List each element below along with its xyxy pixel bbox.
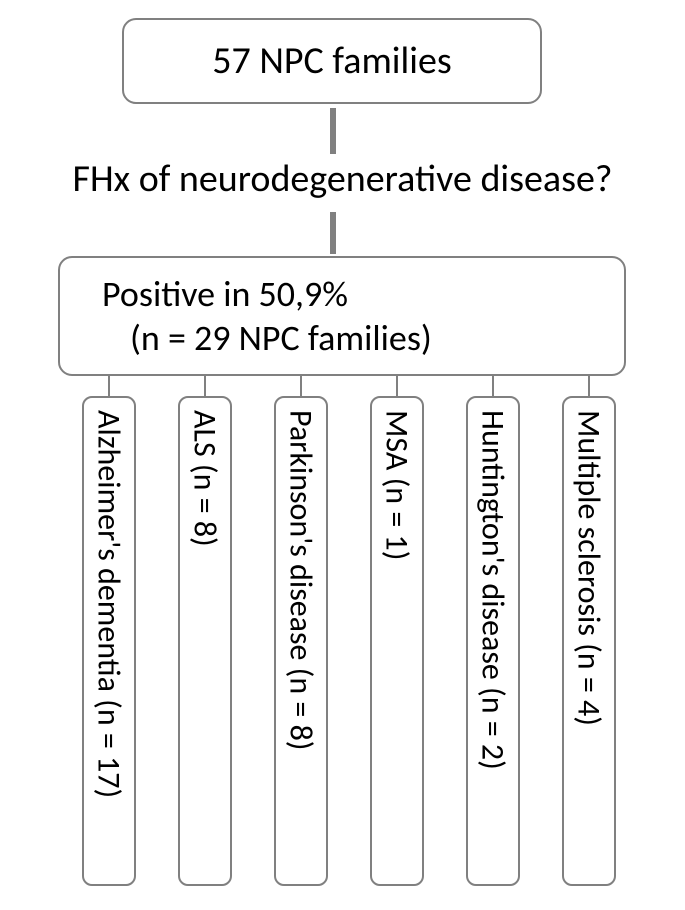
connector-top [330,108,336,154]
branch-stub [396,376,398,396]
branch-stub [492,376,494,396]
leaf-node-label: Multiple sclerosis (n = 4) [570,410,609,726]
decision-question: FHx of neurodegenerative disease? [0,156,685,202]
leaf-node-label: Parkinson's disease (n = 8) [282,410,321,750]
leaf-node: Alzheimer's dementia (n = 17) [82,396,136,886]
leaf-node-label: ALS (n = 8) [186,410,225,547]
result-line2: (n = 29 NPC families) [102,316,432,360]
branch-connectors [58,376,626,394]
branch-stub [108,376,110,396]
top-node-label: 57 NPC families [212,38,451,84]
result-node: Positive in 50,9% (n = 29 NPC families) [58,256,626,376]
leaf-node-label: Huntington's disease (n = 2) [474,410,513,770]
leaf-node: MSA (n = 1) [370,396,424,886]
decision-question-text: FHx of neurodegenerative disease? [73,156,613,202]
leaf-node: ALS (n = 8) [178,396,232,886]
branch-stub [204,376,206,396]
leaf-node-label: MSA (n = 1) [378,410,417,560]
leaf-node: Parkinson's disease (n = 8) [274,396,328,886]
leaf-node-label: Alzheimer's dementia (n = 17) [90,410,129,798]
connector-middle [330,212,336,254]
branch-stub [588,376,590,396]
branch-stub [300,376,302,396]
leaf-node: Huntington's disease (n = 2) [466,396,520,886]
result-line1: Positive in 50,9% [102,272,348,316]
leaf-node: Multiple sclerosis (n = 4) [562,396,616,886]
top-node: 57 NPC families [122,18,542,104]
